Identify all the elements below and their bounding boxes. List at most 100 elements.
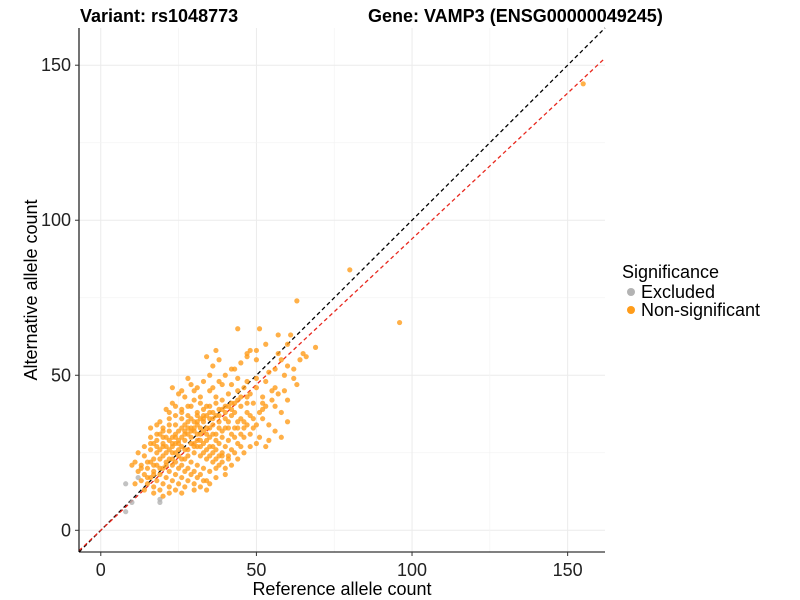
- data-point: [169, 456, 175, 462]
- data-point: [247, 431, 253, 437]
- data-point: [263, 443, 269, 450]
- data-point: [169, 462, 175, 468]
- tick-labels: 0 50 100 150 0 50 100 150: [41, 55, 583, 580]
- data-point: [157, 487, 163, 493]
- data-point: [281, 372, 288, 378]
- data-point: [163, 474, 169, 481]
- data-point: [197, 484, 203, 490]
- data-point: [232, 450, 238, 456]
- data-point: [263, 378, 269, 385]
- data-point: [216, 357, 222, 363]
- data-point: [247, 412, 253, 419]
- data-point: [160, 481, 166, 487]
- data-point: [253, 440, 260, 447]
- data-point: [185, 375, 191, 381]
- data-point: [207, 468, 213, 474]
- data-point: [188, 434, 194, 440]
- data-point: [213, 412, 219, 419]
- data-point: [123, 509, 129, 515]
- axes: [78, 28, 605, 553]
- data-point: [172, 471, 179, 478]
- chart-title-variant: Variant: rs1048773: [80, 6, 238, 26]
- data-point: [238, 431, 244, 437]
- data-point: [253, 347, 260, 354]
- data-point: [144, 465, 151, 471]
- data-point: [138, 478, 144, 484]
- data-point: [247, 443, 253, 450]
- data-point: [244, 378, 250, 385]
- fit-line: [78, 57, 606, 552]
- data-point: [210, 431, 216, 437]
- data-point: [151, 440, 157, 447]
- data-point: [144, 459, 151, 465]
- data-point: [297, 357, 303, 363]
- data-point: [163, 450, 169, 456]
- data-point: [200, 416, 207, 422]
- data-point: [219, 459, 225, 465]
- data-point: [244, 400, 250, 406]
- data-point: [147, 434, 154, 440]
- data-point: [204, 354, 210, 360]
- data-point: [210, 385, 216, 391]
- data-point: [151, 462, 157, 468]
- data-point: [188, 381, 194, 388]
- data-point: [256, 326, 263, 332]
- data-point: [288, 332, 294, 338]
- data-point: [225, 456, 231, 462]
- x-tick-label: 0: [96, 560, 106, 580]
- data-point: [228, 431, 235, 437]
- data-point: [179, 416, 185, 422]
- data-point: [275, 391, 281, 397]
- data-point: [188, 459, 194, 465]
- data-point: [253, 375, 260, 381]
- data-point: [172, 412, 179, 419]
- data-point: [197, 394, 203, 400]
- data-point: [188, 425, 194, 431]
- data-point: [228, 462, 235, 468]
- data-point: [157, 465, 163, 471]
- data-point: [200, 378, 207, 385]
- data-point: [172, 403, 179, 409]
- data-point: [213, 394, 219, 400]
- data-point: [213, 437, 219, 443]
- identity-line: [78, 27, 606, 553]
- data-point: [179, 388, 185, 394]
- data-point: [129, 462, 135, 468]
- data-point: [219, 406, 225, 412]
- data-point: [272, 428, 278, 434]
- data-point: [266, 422, 272, 428]
- data-point: [228, 381, 235, 388]
- data-point: [175, 447, 182, 453]
- legend-title: Significance: [622, 262, 719, 282]
- data-point: [269, 397, 275, 403]
- data-point: [194, 422, 200, 428]
- y-axis-label: Alternative allele count: [21, 199, 41, 380]
- y-tick-label: 0: [61, 520, 71, 540]
- data-point: [204, 431, 210, 437]
- data-points: [123, 81, 586, 515]
- data-point: [154, 478, 160, 484]
- data-point: [188, 471, 194, 478]
- data-point: [163, 434, 169, 440]
- data-point: [207, 403, 213, 409]
- data-point: [207, 481, 213, 487]
- data-point: [222, 471, 228, 478]
- data-point: [132, 481, 138, 487]
- data-point: [182, 468, 188, 474]
- data-point: [141, 453, 147, 459]
- data-point: [169, 478, 175, 484]
- legend-label: Excluded: [641, 282, 715, 302]
- grid: [79, 28, 605, 552]
- data-point: [291, 375, 297, 381]
- legend-marker: [627, 288, 635, 296]
- data-point: [169, 440, 175, 447]
- data-point: [235, 326, 241, 332]
- data-point: [207, 409, 213, 416]
- data-point: [191, 481, 197, 487]
- data-point: [207, 443, 213, 450]
- legend-marker: [627, 306, 635, 314]
- data-point: [200, 440, 207, 447]
- data-point: [166, 484, 172, 490]
- data-point: [281, 388, 288, 394]
